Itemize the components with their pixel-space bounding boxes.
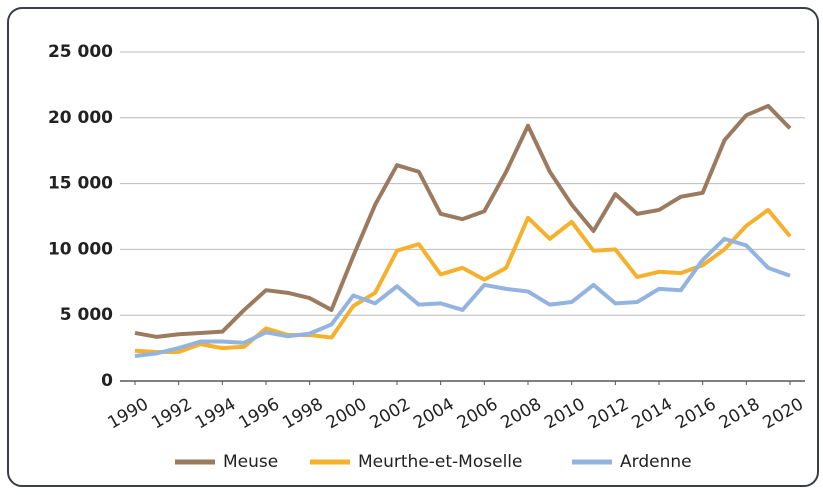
y-tick-label: 25 000 xyxy=(48,42,113,62)
y-tick-label: 10 000 xyxy=(48,239,113,259)
series-line xyxy=(134,103,792,339)
y-tick-label: 0 xyxy=(101,371,113,391)
series-line xyxy=(134,236,791,358)
legend-label: Meurthe-et-Moselle xyxy=(358,452,522,472)
legend-label: Meuse xyxy=(223,452,278,472)
y-tick-label: 15 000 xyxy=(48,174,113,194)
series-line xyxy=(134,207,792,355)
legend-label: Ardenne xyxy=(620,452,692,472)
y-tick-label: 20 000 xyxy=(48,108,113,128)
y-tick-label: 5 000 xyxy=(60,305,113,325)
